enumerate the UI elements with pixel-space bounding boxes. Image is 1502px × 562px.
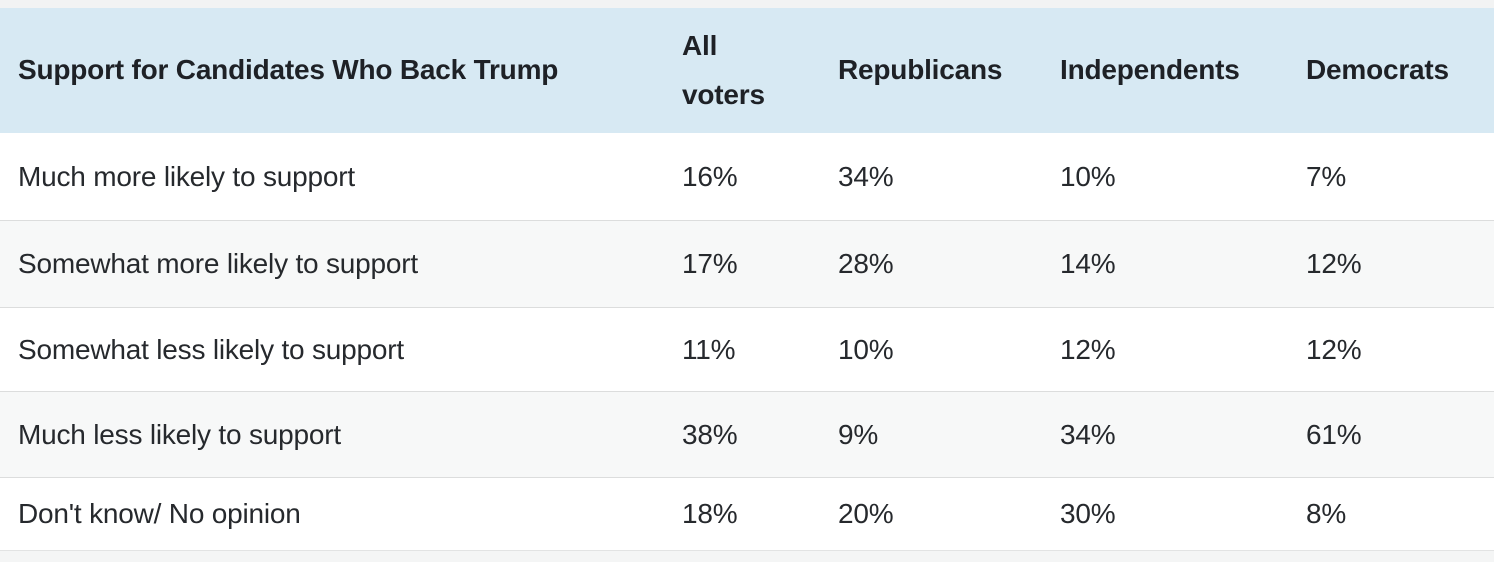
value-all-voters: 11%: [682, 333, 736, 365]
table-row-dont-know: Don't know/ No opinion 18% 20% 30% 8%: [0, 477, 1494, 550]
value-democrats: 7%: [1306, 160, 1347, 192]
table-row-somewhat-more-likely: Somewhat more likely to support 17% 28% …: [0, 220, 1494, 307]
value-democrats: 12%: [1306, 248, 1362, 279]
table-row-much-more-likely: Much more likely to support 16% 34% 10% …: [0, 133, 1494, 220]
value-all-voters: 16%: [682, 160, 738, 192]
value-independents: 14%: [1060, 248, 1116, 279]
table-row-much-less-likely: Much less likely to support 38% 9% 34% 6…: [0, 391, 1494, 477]
top-crop-strip: [0, 0, 1494, 8]
bottom-crop-strip: [0, 550, 1494, 562]
value-republicans: 10%: [838, 333, 894, 365]
value-all-voters: 18%: [682, 498, 738, 529]
value-all-voters: 17%: [682, 248, 738, 279]
table-header-row: Support for Candidates Who Back Trump Al…: [0, 8, 1494, 133]
value-independents: 12%: [1060, 333, 1116, 365]
value-democrats: 8%: [1306, 498, 1347, 529]
value-democrats: 12%: [1306, 333, 1362, 365]
column-header-all-voters: All voters: [682, 30, 765, 110]
value-independents: 34%: [1060, 418, 1116, 450]
table-title: Support for Candidates Who Back Trump: [18, 54, 559, 86]
column-header-republicans: Republicans: [838, 54, 1003, 86]
value-independents: 30%: [1060, 498, 1116, 529]
value-all-voters: 38%: [682, 418, 738, 450]
value-independents: 10%: [1060, 160, 1116, 192]
row-label: Somewhat less likely to support: [18, 333, 404, 365]
column-header-independents: Independents: [1060, 54, 1240, 86]
table-row-somewhat-less-likely: Somewhat less likely to support 11% 10% …: [0, 307, 1494, 391]
value-democrats: 61%: [1306, 418, 1362, 450]
value-republicans: 28%: [838, 248, 894, 279]
row-label: Much more likely to support: [18, 160, 355, 192]
row-label: Much less likely to support: [18, 418, 341, 450]
row-label: Don't know/ No opinion: [18, 498, 301, 529]
value-republicans: 20%: [838, 498, 894, 529]
value-republicans: 34%: [838, 160, 894, 192]
row-label: Somewhat more likely to support: [18, 248, 418, 279]
column-header-democrats: Democrats: [1306, 54, 1449, 86]
value-republicans: 9%: [838, 418, 879, 450]
